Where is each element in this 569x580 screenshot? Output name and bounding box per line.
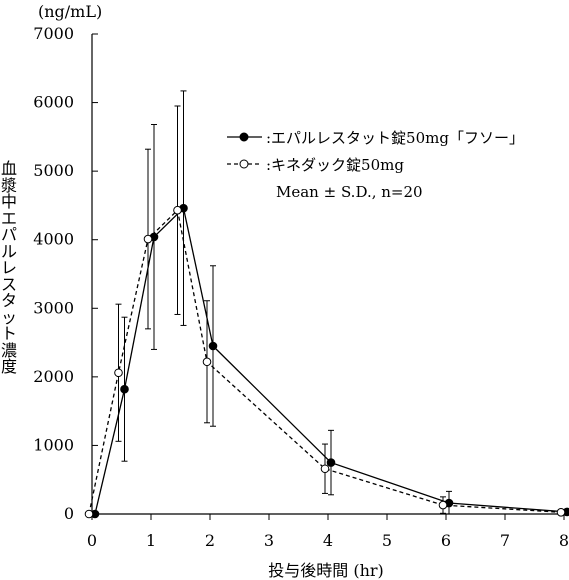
x-ticks: 0 1 2 3 4 5 6 7 8 — [87, 514, 569, 550]
y-axis-label-char: 中 — [0, 192, 17, 211]
x-tick-label: 0 — [87, 531, 97, 550]
y-tick-label: 0 — [64, 504, 74, 523]
y-axis-label-char: 濃 — [0, 340, 17, 360]
legend-marker-fuso — [239, 132, 249, 142]
y-axis-label: 血漿中エパルレスタット濃度 — [0, 159, 18, 376]
y-tick-label: 7000 — [33, 24, 74, 43]
series-layer — [84, 90, 569, 519]
y-tick-label: 4000 — [33, 230, 74, 249]
y-axis-label-char: ッ — [0, 307, 17, 327]
y-tick-label: 3000 — [33, 298, 74, 317]
data-point — [320, 464, 330, 474]
y-axis-label-char: ル — [0, 241, 17, 261]
y-tick-label: 1000 — [33, 435, 74, 454]
y-ticks: 0 1000 2000 3000 4000 5000 6000 7000 — [33, 24, 98, 523]
data-point — [438, 500, 448, 510]
legend: :エパルレスタット錠50mg「フソー」 :キネダック錠50mg Mean ± S… — [227, 129, 524, 201]
legend-label-kinedak: :キネダック錠50mg — [266, 156, 404, 174]
series-1 — [90, 90, 569, 519]
series-2 — [84, 105, 566, 519]
data-point — [114, 368, 123, 378]
series-line — [88, 208, 562, 515]
axes — [91, 34, 564, 515]
y-axis-label-char: 血 — [0, 159, 17, 178]
data-point — [173, 205, 182, 215]
y-axis-label-char: ト — [0, 324, 17, 343]
y-tick-label: 2000 — [33, 367, 74, 386]
legend-marker-kinedak — [239, 159, 249, 169]
y-axis-label-char: ス — [0, 274, 17, 294]
legend-label-fuso: :エパルレスタット錠50mg「フソー」 — [266, 129, 524, 147]
y-axis-label-char: タ — [0, 291, 17, 310]
x-tick-label: 8 — [559, 531, 569, 550]
y-axis-label-char: 漿 — [0, 175, 17, 195]
data-point — [326, 458, 336, 467]
y-unit-label: (ng/mL) — [38, 2, 102, 21]
y-axis-label-char: 度 — [0, 357, 17, 376]
x-tick-label: 2 — [205, 531, 215, 550]
data-point — [556, 507, 566, 517]
y-tick-label: 5000 — [33, 161, 74, 180]
x-tick-label: 3 — [264, 531, 274, 550]
data-point — [84, 509, 94, 519]
x-axis-label: 投与後時間 (hr) — [268, 561, 384, 580]
data-point — [120, 384, 129, 394]
legend-annotation: Mean ± S.D., n=20 — [276, 183, 423, 201]
x-tick-label: 4 — [323, 531, 333, 550]
x-tick-label: 1 — [146, 531, 156, 550]
y-axis-label-char: エ — [0, 208, 17, 228]
data-point — [143, 234, 153, 244]
x-tick-label: 7 — [500, 531, 510, 550]
y-tick-label: 6000 — [33, 93, 74, 112]
y-axis-label-char: レ — [0, 258, 17, 277]
x-tick-label: 5 — [382, 531, 392, 550]
data-point — [202, 357, 212, 367]
series-line — [94, 206, 568, 515]
data-point — [208, 341, 218, 351]
x-tick-label: 6 — [441, 531, 451, 550]
y-axis-label-char: パ — [0, 225, 17, 244]
